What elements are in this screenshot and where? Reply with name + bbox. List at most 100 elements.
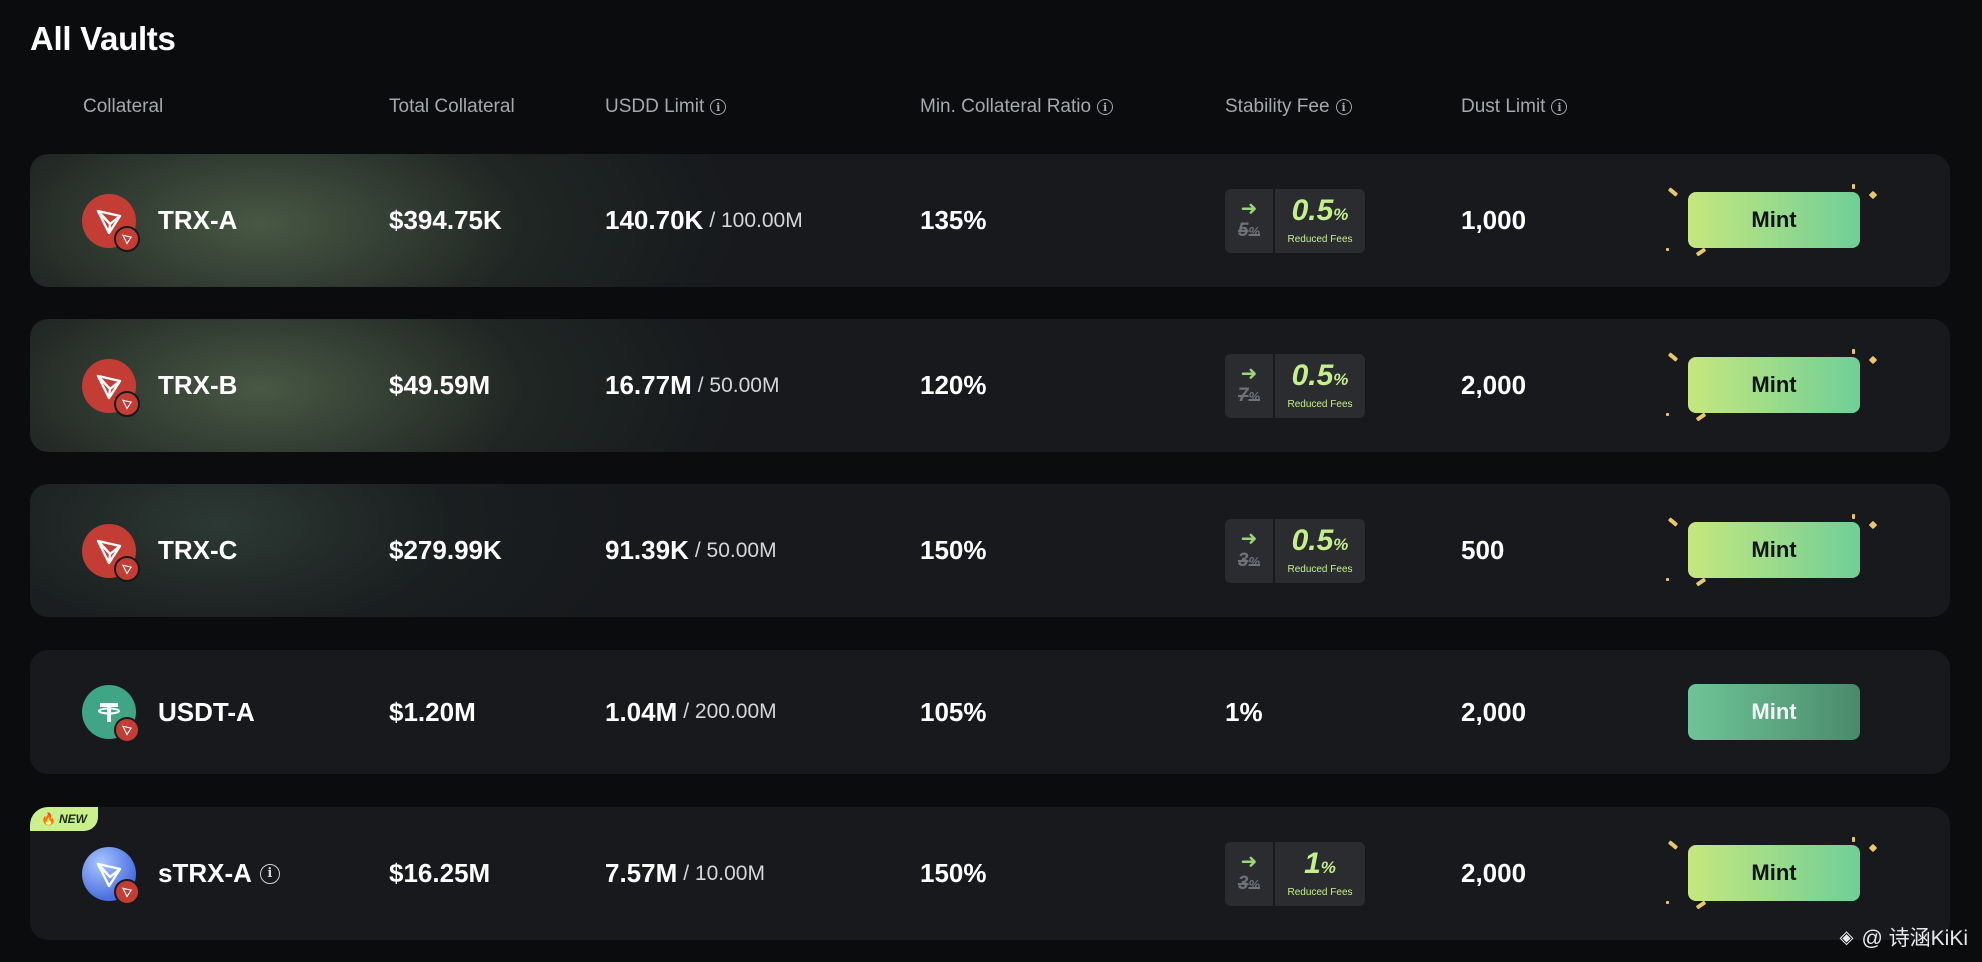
sparkle-icon	[1868, 520, 1878, 530]
fee-new-value: 0.5%	[1292, 361, 1349, 395]
tron-logo-icon	[82, 523, 140, 582]
mint-button[interactable]: Mint	[1688, 192, 1860, 248]
info-icon[interactable]: i	[710, 99, 727, 115]
min-collateral-ratio: 105%	[920, 696, 987, 727]
tron-logo-icon	[82, 193, 140, 252]
tron-badge-icon	[114, 225, 140, 252]
arrow-right-icon: ➜	[1240, 850, 1258, 873]
mint-area: Mint	[1658, 319, 1878, 452]
stability-fee: 1%	[1225, 696, 1263, 727]
sparkle-icon	[1868, 355, 1878, 365]
vault-row-trx-a[interactable]: TRX-A $394.75K 140.70K/ 100.00M 135% ➜ 5…	[30, 154, 1950, 287]
usdd-used: 7.57M	[605, 858, 678, 888]
header-collateral-label: Collateral	[83, 96, 164, 117]
usdd-limit: 7.57M/ 10.00M	[605, 807, 765, 940]
usdd-used: 91.39K	[605, 535, 689, 565]
usdd-limit: 16.77M/ 50.00M	[605, 319, 779, 452]
header-dust-limit-label: Dust Limit	[1461, 96, 1546, 117]
vault-name: TRX-A	[158, 154, 237, 287]
watermark-text: @ 诗涵KiKi	[1861, 927, 1969, 950]
fee-badge: ➜ 5% 0.5% Reduced Fees	[1225, 188, 1365, 253]
usdd-max: / 10.00M	[683, 861, 765, 885]
vault-name-label: TRX-A	[158, 205, 238, 235]
watermark: ◈ @ 诗涵KiKi	[1840, 922, 1968, 952]
sparkle-icon	[1695, 412, 1707, 422]
vault-name: sTRX-A i	[158, 807, 280, 940]
vault-name: TRX-B	[158, 319, 237, 452]
total-collateral: $279.99K	[389, 535, 502, 565]
fee-old: ➜ 3%	[1225, 518, 1273, 583]
sparkle-icon	[1667, 187, 1679, 197]
fee-new-value: 0.5%	[1292, 526, 1349, 560]
min-collateral-ratio: 135%	[920, 205, 987, 235]
fee-new-percent: %	[1333, 205, 1349, 224]
vault-name: USDT-A	[158, 650, 255, 774]
fee-old-percent: %	[1248, 223, 1261, 239]
mint-button[interactable]: Mint	[1688, 845, 1860, 901]
tether-logo-icon	[82, 685, 140, 743]
arrow-right-icon: ➜	[1240, 362, 1258, 385]
stability-fee: ➜ 7% 0.5% Reduced Fees	[1225, 319, 1365, 452]
new-badge-label: NEW	[58, 812, 87, 826]
sparkle-icon	[1852, 837, 1855, 842]
vault-row-usdt-a[interactable]: USDT-A $1.20M 1.04M/ 200.00M 105% 1% 2,0…	[30, 650, 1950, 774]
fee-old-value: 3%	[1238, 550, 1260, 572]
vault-name: TRX-C	[158, 484, 237, 617]
sparkle-icon	[1666, 248, 1669, 251]
usdd-used: 1.04M	[605, 696, 678, 727]
sparkle-icon	[1695, 247, 1707, 257]
vault-name-label: USDT-A	[158, 696, 255, 727]
binance-logo-icon: ◈	[1839, 926, 1854, 947]
fee-new-percent: %	[1333, 535, 1349, 554]
total-collateral: $1.20M	[389, 696, 476, 727]
fee-label: Reduced Fees	[1287, 887, 1353, 898]
sparkle-icon	[1852, 514, 1855, 519]
fee-badge: ➜ 3% 1% Reduced Fees	[1225, 841, 1365, 906]
info-icon[interactable]: i	[1335, 99, 1352, 115]
usdd-used: 140.70K	[605, 205, 704, 235]
mint-button[interactable]: Mint	[1688, 684, 1860, 740]
usdd-max: / 200.00M	[683, 700, 777, 723]
tron-badge-icon	[114, 390, 140, 417]
dust-limit: 1,000	[1461, 205, 1527, 235]
fee-old-percent: %	[1248, 553, 1261, 569]
header-stability-fee-label: Stability Fee	[1225, 96, 1330, 117]
fee-old-percent: %	[1248, 876, 1261, 892]
dust-limit: 500	[1461, 535, 1505, 565]
usdd-used: 16.77M	[605, 370, 692, 400]
min-collateral-ratio: 150%	[920, 858, 987, 888]
fee-new-number: 0.5	[1291, 359, 1334, 392]
mint-area: Mint	[1658, 650, 1868, 774]
mint-button[interactable]: Mint	[1688, 357, 1860, 413]
header-usdd-limit-label: USDD Limit	[605, 96, 705, 117]
fee-old-number: 3	[1237, 872, 1249, 894]
strx-logo-icon	[82, 846, 140, 905]
vault-row-trx-b[interactable]: TRX-B $49.59M 16.77M/ 50.00M 120% ➜ 7% 0…	[30, 319, 1950, 452]
header-dust-limit: Dust Limit i	[1461, 96, 1568, 118]
fee-old-value: 5%	[1238, 220, 1260, 242]
tron-badge-icon	[114, 717, 140, 743]
sparkle-icon	[1868, 190, 1878, 200]
sparkle-icon	[1666, 901, 1669, 904]
info-icon[interactable]: i	[1097, 99, 1114, 115]
vault-row-trx-c[interactable]: TRX-C $279.99K 91.39K/ 50.00M 150% ➜ 3% …	[30, 484, 1950, 617]
header-total-collateral-label: Total Collateral	[389, 96, 515, 117]
tron-badge-icon	[114, 878, 140, 905]
fee-old: ➜ 7%	[1225, 353, 1273, 418]
fee-new-number: 0.5	[1291, 524, 1334, 557]
page-title: All Vaults	[30, 20, 176, 57]
vault-name-label: sTRX-A	[158, 858, 252, 888]
header-usdd-limit: USDD Limit i	[605, 96, 727, 118]
total-collateral: $49.59M	[389, 370, 491, 400]
tron-badge-icon	[114, 555, 140, 582]
total-collateral: $16.25M	[389, 858, 491, 888]
arrow-right-icon: ➜	[1240, 527, 1258, 550]
vault-name-label: TRX-B	[158, 370, 238, 400]
vault-row-strx-a[interactable]: 🔥 NEW sTRX-A i $16.25M 7.57M/ 10.00M 150% …	[30, 807, 1950, 940]
fee-old-value: 3%	[1238, 873, 1260, 895]
fee-new: 1% Reduced Fees	[1275, 841, 1365, 906]
mint-button[interactable]: Mint	[1688, 522, 1860, 578]
info-icon[interactable]: i	[259, 863, 280, 884]
fee-new-number: 1	[1304, 847, 1321, 880]
info-icon[interactable]: i	[1551, 99, 1568, 115]
